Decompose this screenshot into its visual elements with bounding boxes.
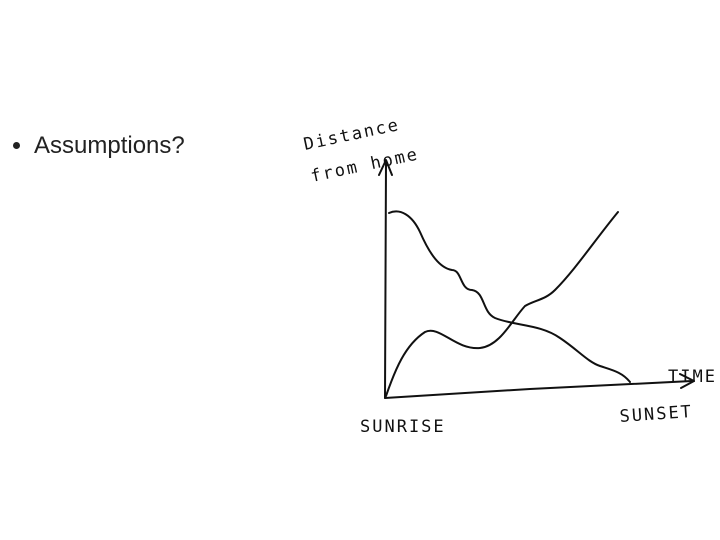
x-end-label: SUNSET: [619, 402, 694, 427]
y-axis: [384, 161, 387, 399]
x-axis-arrow: [679, 373, 695, 389]
y-axis-label: from home: [309, 144, 421, 186]
curve-one: [388, 210, 631, 383]
x-axis-label: TIME: [668, 367, 717, 387]
bullet-list: Assumptions?: [8, 132, 185, 160]
y-axis-arrow: [378, 159, 393, 176]
sketch-lines: [378, 159, 695, 399]
bullet: Assumptions?: [34, 132, 185, 160]
x-axis: [384, 380, 693, 399]
curve-two: [385, 211, 619, 397]
y-axis-label: Distance: [302, 115, 402, 155]
x-start-label: SUNRISE: [360, 417, 446, 437]
